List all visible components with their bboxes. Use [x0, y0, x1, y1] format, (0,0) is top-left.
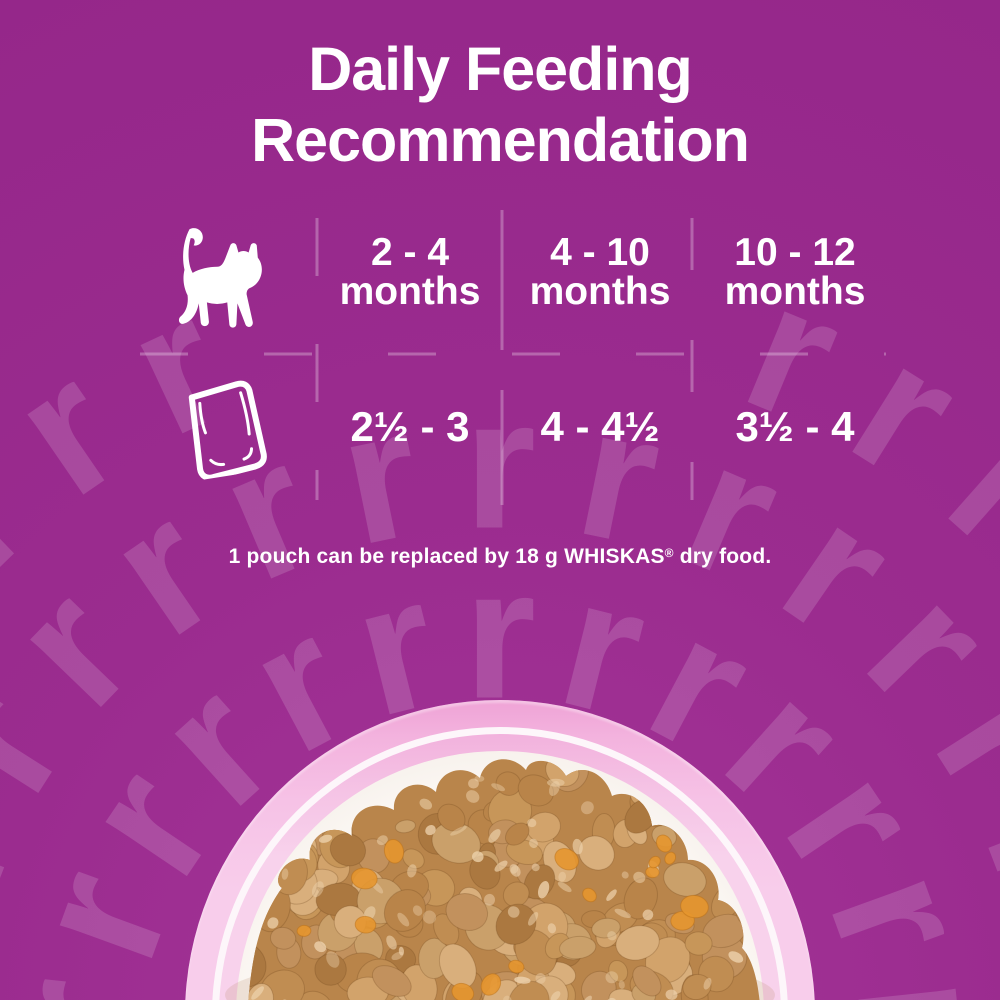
age-unit: months [529, 270, 671, 313]
age-range: 4 - 10 [550, 231, 650, 274]
page-title-line1: Daily Feeding [308, 35, 693, 103]
age-header-1: 2 - 4 months [310, 233, 510, 311]
cat-icon [156, 224, 270, 334]
footnote: 1 pouch can be replaced by 18 g WHISKAS®… [0, 545, 1000, 569]
registered-trademark-symbol: ® [664, 546, 674, 560]
page-title: Daily Feeding Recommendation [0, 34, 1000, 176]
age-header-2: 4 - 10 months [500, 233, 700, 311]
wet-food-pile [225, 759, 775, 1000]
pouch-count-value-1: 2½ - 3 [350, 403, 470, 450]
pouch-icon [176, 375, 270, 481]
age-unit: months [339, 270, 481, 313]
pouch-count-value-3: 3½ - 4 [735, 403, 855, 450]
footnote-text: 1 pouch can be replaced by 18 g WHISKAS [228, 545, 665, 568]
age-range: 2 - 4 [370, 231, 450, 274]
page-title-line2: Recommendation [251, 106, 750, 174]
age-range: 10 - 12 [734, 231, 856, 274]
age-unit: months [724, 270, 866, 313]
footnote-text: dry food. [673, 545, 772, 568]
pouch-count-value-2: 4 - 4½ [540, 403, 660, 450]
age-header-3: 10 - 12 months [695, 233, 895, 311]
